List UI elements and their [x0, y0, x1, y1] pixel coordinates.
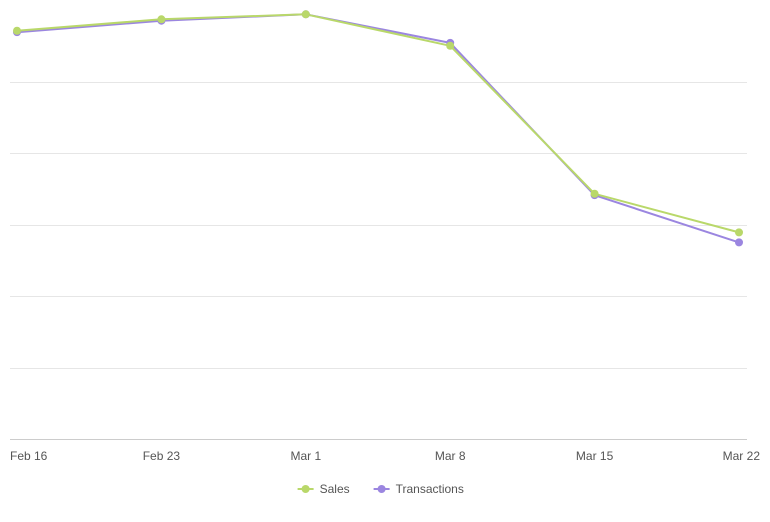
legend-label: Sales [320, 482, 350, 496]
legend-swatch-marker [377, 485, 386, 493]
x-tick-label: Feb 16 [10, 449, 48, 463]
data-point-sales[interactable] [446, 41, 455, 50]
data-point-sales[interactable] [735, 228, 743, 237]
data-point-sales[interactable] [301, 10, 310, 19]
data-point-sales[interactable] [13, 26, 21, 35]
legend-item-transactions[interactable]: Transactions [373, 482, 464, 496]
x-tick-label: Mar 22 [723, 449, 761, 463]
legend-item-sales[interactable]: Sales [297, 482, 350, 496]
x-tick-label: Mar 15 [576, 449, 614, 463]
data-point-transactions[interactable] [735, 238, 743, 247]
data-point-sales[interactable] [590, 189, 599, 198]
legend-swatch-marker [301, 485, 310, 493]
series-points [13, 10, 743, 247]
x-tick-label: Feb 23 [143, 449, 181, 463]
x-tick-label: Mar 1 [290, 449, 321, 463]
x-axis: Feb 16 Feb 23 Mar 1 Mar 8 Mar 15 Mar 22 [10, 439, 761, 463]
legend-label: Transactions [396, 482, 464, 496]
x-tick-label: Mar 8 [435, 449, 466, 463]
data-point-sales[interactable] [157, 15, 166, 24]
series-lines [16, 13, 740, 244]
series-line-sales [16, 13, 740, 234]
gridlines [10, 82, 747, 369]
legend[interactable]: Sales Transactions [297, 482, 464, 496]
series-line-transactions [16, 13, 740, 244]
